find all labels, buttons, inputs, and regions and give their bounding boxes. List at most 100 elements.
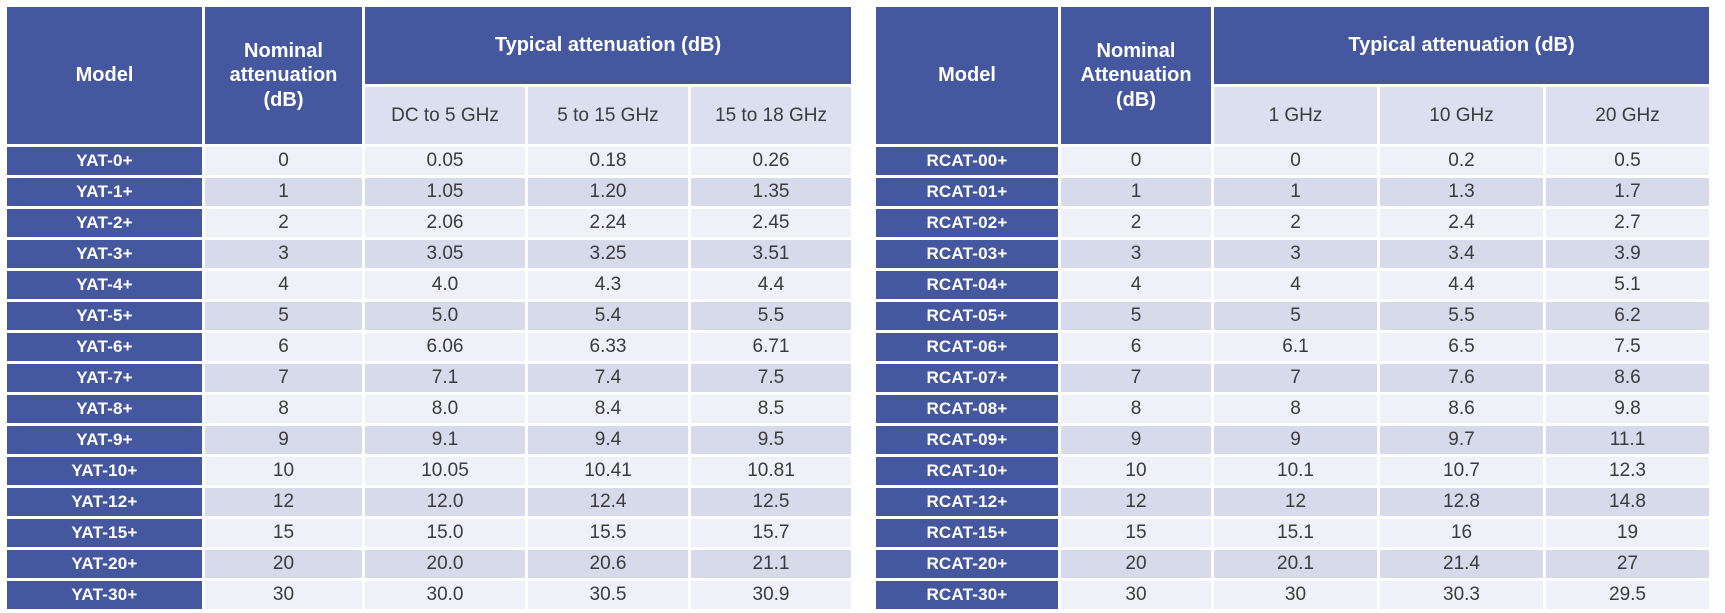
typical-attenuation-cell: 0.18 — [528, 147, 688, 175]
typical-attenuation-cell: 30 — [1214, 581, 1377, 609]
typical-attenuation-cell: 7 — [1214, 364, 1377, 392]
table-row: YAT-5+ 5 5.0 5.4 5.5 — [7, 302, 851, 330]
nominal-attenuation-cell: 5 — [1061, 302, 1211, 330]
typical-attenuation-cell: 5 — [1214, 302, 1377, 330]
nominal-attenuation-cell: 2 — [1061, 209, 1211, 237]
nominal-attenuation-cell: 20 — [205, 550, 362, 578]
model-cell: RCAT-05+ — [876, 302, 1058, 330]
typical-attenuation-cell: 6.06 — [365, 333, 525, 361]
typical-attenuation-cell: 9.5 — [691, 426, 851, 454]
typical-attenuation-cell: 15.1 — [1214, 519, 1377, 547]
typical-attenuation-cell: 7.5 — [1546, 333, 1709, 361]
model-cell: RCAT-00+ — [876, 147, 1058, 175]
model-cell: YAT-7+ — [7, 364, 202, 392]
typical-attenuation-cell: 2.24 — [528, 209, 688, 237]
table-row: YAT-9+ 9 9.1 9.4 9.5 — [7, 426, 851, 454]
typical-attenuation-cell: 30.9 — [691, 581, 851, 609]
nominal-attenuation-cell: 7 — [205, 364, 362, 392]
model-cell: YAT-15+ — [7, 519, 202, 547]
typical-attenuation-cell: 9.4 — [528, 426, 688, 454]
nominal-attenuation-cell: 8 — [205, 395, 362, 423]
yat-table-body: YAT-0+ 0 0.05 0.18 0.26 YAT-1+ 1 1.05 1.20 1.35 YA… — [7, 147, 851, 609]
model-cell: YAT-3+ — [7, 240, 202, 268]
typical-attenuation-cell: 12.3 — [1546, 457, 1709, 485]
typical-attenuation-cell: 4.0 — [365, 271, 525, 299]
table-row: RCAT-03+ 3 3 3.4 3.9 — [876, 240, 1709, 268]
nominal-attenuation-cell: 12 — [1061, 488, 1211, 516]
typical-attenuation-cell: 5.0 — [365, 302, 525, 330]
model-cell: RCAT-08+ — [876, 395, 1058, 423]
typical-attenuation-cell: 0 — [1214, 147, 1377, 175]
table-row: RCAT-10+ 10 10.1 10.7 12.3 — [876, 457, 1709, 485]
rcat-attenuation-table: Model Nominal Attenuation (dB) Typical a… — [873, 4, 1712, 612]
typical-attenuation-cell: 2.4 — [1380, 209, 1543, 237]
typical-attenuation-cell: 6.5 — [1380, 333, 1543, 361]
table-row: RCAT-08+ 8 8 8.6 9.8 — [876, 395, 1709, 423]
typical-attenuation-cell: 8.5 — [691, 395, 851, 423]
typical-attenuation-cell: 8.0 — [365, 395, 525, 423]
table-row: RCAT-20+ 20 20.1 21.4 27 — [876, 550, 1709, 578]
typical-attenuation-cell: 0.26 — [691, 147, 851, 175]
model-cell: RCAT-01+ — [876, 178, 1058, 206]
table-row: RCAT-05+ 5 5 5.5 6.2 — [876, 302, 1709, 330]
typical-attenuation-cell: 10.1 — [1214, 457, 1377, 485]
typical-attenuation-cell: 7.6 — [1380, 364, 1543, 392]
typical-attenuation-cell: 4.4 — [691, 271, 851, 299]
table-row: RCAT-07+ 7 7 7.6 8.6 — [876, 364, 1709, 392]
nominal-attenuation-cell: 10 — [205, 457, 362, 485]
table-row: YAT-7+ 7 7.1 7.4 7.5 — [7, 364, 851, 392]
yat-subheader-15-18ghz: 15 to 18 GHz — [691, 87, 851, 144]
typical-attenuation-cell: 8.6 — [1380, 395, 1543, 423]
model-cell: YAT-9+ — [7, 426, 202, 454]
yat-attenuation-table: Model Nominal attenuation (dB) Typical a… — [4, 4, 854, 612]
typical-attenuation-cell: 9.1 — [365, 426, 525, 454]
typical-attenuation-cell: 1.20 — [528, 178, 688, 206]
typical-attenuation-cell: 30.3 — [1380, 581, 1543, 609]
nominal-attenuation-cell: 0 — [1061, 147, 1211, 175]
typical-attenuation-cell: 21.1 — [691, 550, 851, 578]
typical-attenuation-cell: 15.5 — [528, 519, 688, 547]
table-row: RCAT-06+ 6 6.1 6.5 7.5 — [876, 333, 1709, 361]
model-cell: YAT-10+ — [7, 457, 202, 485]
nominal-attenuation-cell: 0 — [205, 147, 362, 175]
typical-attenuation-cell: 20.6 — [528, 550, 688, 578]
rcat-subheader-10ghz: 10 GHz — [1380, 87, 1543, 144]
typical-attenuation-cell: 7.4 — [528, 364, 688, 392]
typical-attenuation-cell: 15.0 — [365, 519, 525, 547]
rcat-model-header: Model — [876, 7, 1058, 144]
typical-attenuation-cell: 6.71 — [691, 333, 851, 361]
typical-attenuation-cell: 8 — [1214, 395, 1377, 423]
typical-attenuation-cell: 8.6 — [1546, 364, 1709, 392]
model-cell: RCAT-30+ — [876, 581, 1058, 609]
table-row: RCAT-00+ 0 0 0.2 0.5 — [876, 147, 1709, 175]
typical-attenuation-cell: 4.4 — [1380, 271, 1543, 299]
model-cell: YAT-4+ — [7, 271, 202, 299]
model-cell: YAT-6+ — [7, 333, 202, 361]
typical-attenuation-cell: 2.06 — [365, 209, 525, 237]
typical-attenuation-cell: 29.5 — [1546, 581, 1709, 609]
typical-attenuation-cell: 8.4 — [528, 395, 688, 423]
nominal-attenuation-cell: 10 — [1061, 457, 1211, 485]
table-row: YAT-0+ 0 0.05 0.18 0.26 — [7, 147, 851, 175]
table-row: YAT-10+ 10 10.05 10.41 10.81 — [7, 457, 851, 485]
table-row: RCAT-01+ 1 1 1.3 1.7 — [876, 178, 1709, 206]
typical-attenuation-cell: 20.1 — [1214, 550, 1377, 578]
typical-attenuation-cell: 3.25 — [528, 240, 688, 268]
typical-attenuation-cell: 4 — [1214, 271, 1377, 299]
nominal-attenuation-cell: 12 — [205, 488, 362, 516]
model-cell: RCAT-06+ — [876, 333, 1058, 361]
table-row: YAT-15+ 15 15.0 15.5 15.7 — [7, 519, 851, 547]
typical-attenuation-cell: 2 — [1214, 209, 1377, 237]
typical-attenuation-cell: 3.4 — [1380, 240, 1543, 268]
nominal-attenuation-cell: 15 — [205, 519, 362, 547]
table-row: YAT-3+ 3 3.05 3.25 3.51 — [7, 240, 851, 268]
nominal-attenuation-cell: 1 — [205, 178, 362, 206]
table-row: RCAT-15+ 15 15.1 16 19 — [876, 519, 1709, 547]
yat-subheader-5-15ghz: 5 to 15 GHz — [528, 87, 688, 144]
nominal-attenuation-cell: 9 — [1061, 426, 1211, 454]
nominal-attenuation-cell: 30 — [205, 581, 362, 609]
typical-attenuation-cell: 1.3 — [1380, 178, 1543, 206]
typical-attenuation-cell: 15.7 — [691, 519, 851, 547]
typical-attenuation-cell: 12.8 — [1380, 488, 1543, 516]
